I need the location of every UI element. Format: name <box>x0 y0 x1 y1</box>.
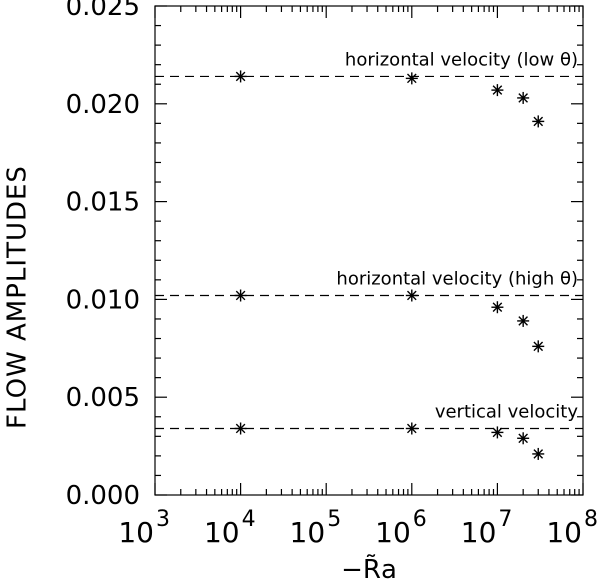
x-tick-exponent: 8 <box>584 507 598 532</box>
y-axis-label: FLOW AMPLITUDES <box>3 165 33 429</box>
x-tick-exponent: 5 <box>327 507 341 532</box>
data-point <box>532 447 545 460</box>
data-point <box>491 84 504 97</box>
data-point <box>234 289 247 302</box>
data-point <box>491 301 504 314</box>
data-point <box>532 340 545 353</box>
series-annotation: horizontal velocity (high θ) <box>336 268 578 289</box>
plot-frame <box>154 5 584 496</box>
data-point <box>405 422 418 435</box>
x-axis-label: −R̃a <box>341 553 397 584</box>
x-tick-label: 10 <box>118 516 154 549</box>
reference-lines <box>155 75 583 430</box>
x-tick-label: 10 <box>546 516 582 549</box>
major-ticks <box>154 5 584 496</box>
y-tick-labels: 0.000 0.005 0.010 0.015 0.020 0.025 <box>66 0 140 511</box>
x-tick-label: 10 <box>461 516 497 549</box>
data-point <box>517 432 530 445</box>
data-point <box>491 426 504 439</box>
x-tick-exponent: 3 <box>156 507 170 532</box>
x-tick-exponent: 4 <box>242 507 256 532</box>
y-tick-label: 0.005 <box>66 383 140 413</box>
x-tick-exponent: 7 <box>498 507 512 532</box>
y-tick-label: 0.000 <box>66 481 140 511</box>
series-annotation: vertical velocity <box>435 401 579 422</box>
x-tick-label: 10 <box>375 516 411 549</box>
y-tick-label: 0.010 <box>66 285 140 315</box>
y-tick-label: 0.020 <box>66 90 140 120</box>
y-tick-label: 0.015 <box>66 188 140 218</box>
x-tick-exponent: 6 <box>413 507 427 532</box>
data-point <box>405 289 418 302</box>
data-point <box>517 91 530 104</box>
data-point <box>517 314 530 327</box>
minor-ticks <box>155 6 583 495</box>
x-tick-label: 10 <box>204 516 240 549</box>
data-point <box>405 72 418 85</box>
x-tick-label: 10 <box>290 516 326 549</box>
x-tick-labels: 10 3 10 4 10 5 10 6 10 7 10 8 <box>118 507 598 549</box>
data-point <box>532 115 545 128</box>
data-points <box>234 70 545 460</box>
annotations: horizontal velocity (low θ) horizontal ve… <box>336 49 578 422</box>
data-point <box>234 422 247 435</box>
y-tick-label: 0.025 <box>66 0 140 22</box>
series-annotation: horizontal velocity (low θ) <box>345 49 578 70</box>
data-point <box>234 70 247 83</box>
